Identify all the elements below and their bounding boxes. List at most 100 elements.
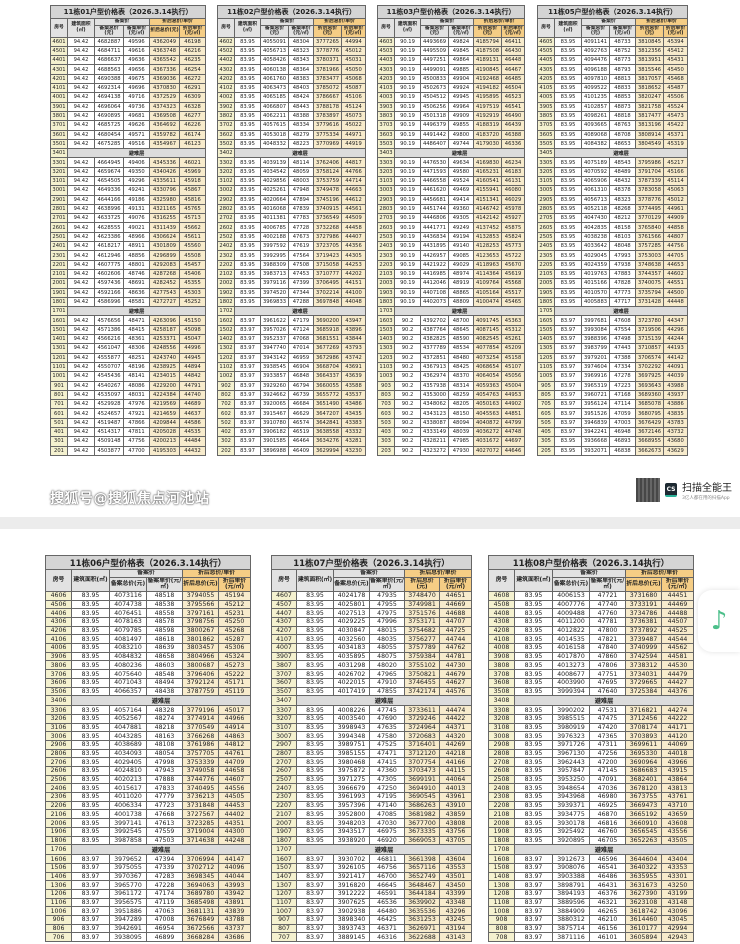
area: 83.95 [554, 64, 582, 75]
header-filing-group: 备案价 [552, 569, 626, 578]
room-number: 1005 [537, 371, 555, 382]
filing-total: 4638996 [94, 203, 124, 215]
table-row: 2602 83.95 4006785 47728 3732268 44458 [217, 222, 367, 233]
discount-total: 3777265 [313, 36, 342, 47]
filing-unit: 47223 [609, 380, 636, 391]
room-number: 2207 [271, 800, 297, 811]
filing-unit: 47721 [589, 590, 626, 601]
room-number: 2608 [488, 766, 515, 776]
filing-total: 3948654 [552, 783, 590, 794]
area: 90.19 [394, 268, 421, 280]
area: 83.95 [71, 783, 110, 794]
room-number: 1601 [50, 315, 68, 326]
table-row: 3501 94.42 4675285 49516 4354967 46123 [50, 138, 207, 150]
area: 83.95 [514, 722, 553, 733]
filing-unit: 49021 [123, 222, 150, 233]
table-title: 11栋07户型价格表（2026.3.14执行） [270, 555, 473, 570]
table-row: 1905 83.95 4010570 47773 3735794 44500 [537, 287, 689, 298]
room-number: 2802 [217, 203, 235, 215]
filing-unit: 48653 [609, 138, 636, 150]
discount-total: 4045563 [473, 408, 502, 419]
area: 94.42 [67, 36, 95, 47]
table-row: 3606 83.95 4071043 48494 3792124 45171 [45, 677, 252, 688]
discount-unit: 44817 [340, 157, 367, 168]
room-number: 3206 [45, 713, 72, 724]
table-row: 3303 90.19 4476530 49634 4169830 46234 [377, 157, 526, 168]
discount-unit: 44018 [660, 748, 695, 759]
filing-unit: 49845 [448, 45, 474, 57]
table-row: 3101 94.42 4654505 49296 4335611 45918 [50, 175, 207, 187]
discount-total: 3703473 [404, 766, 440, 776]
room-number: 2906 [45, 739, 72, 750]
room-number: 3001 [50, 185, 68, 196]
room-number: 3701 [50, 120, 68, 131]
filing-unit: 47140 [369, 800, 405, 811]
area: 83.95 [554, 296, 582, 308]
filing-unit: 48856 [123, 250, 150, 261]
room-number: 902 [217, 380, 235, 391]
filing-unit: 49909 [448, 110, 474, 122]
discount-total: 3736549 [313, 213, 342, 224]
room-number: 4601 [50, 36, 68, 47]
area: 83.95 [234, 175, 261, 187]
header-discount-unit: 折后单价(元/㎡) [217, 576, 252, 592]
room-number: 3202 [217, 166, 235, 178]
table-row: 3108 83.95 3980919 47420 3708174 44171 [488, 722, 695, 733]
filing-total: 4008226 [333, 705, 370, 715]
discount-total: 3610177 [625, 923, 662, 934]
table-row: 4102 83.95 4063473 48403 3785072 45087 [217, 83, 367, 94]
room-number: 3302 [217, 157, 235, 168]
discount-unit: 43988 [662, 380, 689, 391]
filing-total: 3956124 [581, 399, 610, 410]
discount-total: 3749058 [182, 766, 219, 776]
area: 83.95 [296, 713, 334, 724]
room-number: 3208 [488, 713, 515, 724]
discount-unit: 43353 [660, 862, 695, 873]
filing-unit: 48558 [146, 608, 183, 619]
area: 83.95 [296, 643, 334, 653]
table-row: 2502 83.95 4002188 47673 3727986 44407 [217, 231, 367, 243]
filing-unit: 49516 [123, 138, 150, 150]
filing-unit: 47278 [609, 371, 636, 382]
room-number: 2908 [488, 739, 515, 750]
header-discount-unit: 折后单价(元/㎡) [340, 24, 367, 38]
filing-unit: 48518 [146, 590, 183, 601]
room-number: 4205 [537, 73, 555, 85]
music-player-button[interactable]: ♪ [698, 590, 740, 652]
room-number: 3608 [488, 677, 515, 688]
filing-total: 4099522 [581, 83, 610, 94]
discount-unit: 45303 [178, 287, 207, 298]
discount-unit: 42994 [660, 923, 695, 934]
filing-unit: 46596 [589, 854, 626, 864]
filing-unit: 49131 [123, 203, 150, 215]
room-number: 805 [537, 389, 555, 401]
discount-unit: 45560 [178, 241, 207, 252]
header-filing-unit: 备案单价(元/㎡) [589, 576, 626, 592]
filing-unit: 46920 [369, 835, 405, 846]
filing-total: 3979116 [260, 278, 289, 289]
discount-unit: 44653 [662, 259, 689, 270]
filing-unit: 46975 [369, 826, 405, 837]
discount-total: 3714638 [182, 835, 219, 846]
discount-total: 3751576 [404, 608, 440, 619]
table-row: 2507 83.95 3971275 47305 3699191 44064 [271, 774, 473, 785]
header-discount-total: 折后总价(元) [404, 576, 440, 592]
discount-total: 4214659 [149, 408, 180, 419]
area: 94.42 [67, 231, 95, 243]
table-row: 3702 83.95 4057615 48334 3779616 45022 [217, 120, 367, 131]
refuge-floor-row: 3402 避难层 [217, 148, 367, 159]
filing-total: 4047881 [109, 722, 147, 733]
filing-total: 3971275 [333, 774, 370, 785]
discount-total: 4169830 [473, 157, 502, 168]
table-row: 2402 83.95 3997592 47619 3723705 44356 [217, 241, 367, 252]
filing-total: 4407108 [420, 287, 449, 298]
discount-unit: 45473 [662, 110, 689, 122]
filing-unit: 49305 [448, 213, 474, 224]
discount-total: 3706495 [313, 278, 342, 289]
filing-unit: 47955 [369, 599, 405, 610]
discount-unit: 46490 [500, 110, 526, 122]
area: 83.95 [296, 669, 334, 679]
area: 83.95 [71, 809, 110, 820]
filing-total: 3974520 [260, 287, 289, 298]
area: 94.42 [67, 352, 95, 363]
